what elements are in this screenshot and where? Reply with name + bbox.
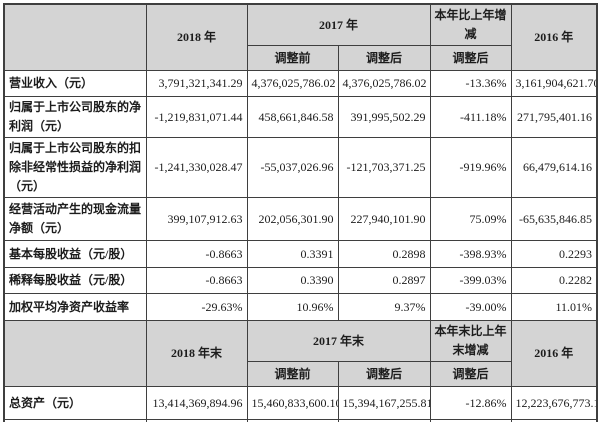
value-2016: 2,651,628,005.96: [510, 419, 598, 422]
table-row-total-assets: 总资产（元） 13,414,369,894.96 15,460,833,600.…: [3, 386, 598, 420]
row-label: 总资产（元）: [3, 386, 147, 420]
value-2018: -1,219,831,071.44: [145, 96, 248, 138]
value-2017-adj-after: 4,376,025,786.02: [337, 70, 431, 97]
value-2016: 12,223,676,773.13: [510, 386, 598, 420]
value-2016: 0.2282: [510, 267, 598, 294]
value-2016: 11.01%: [510, 293, 598, 321]
value-change: -12.86%: [429, 386, 512, 420]
value-2018: -1,241,330,028.47: [145, 137, 248, 198]
value-2017-adj-after: -121,703,371.25: [337, 137, 431, 198]
value-2017-adj-after: 4,750,910,622.58: [337, 419, 431, 422]
value-2016: 3,161,904,621.70: [510, 70, 598, 97]
row-label: 基本每股收益（元/股）: [3, 240, 147, 268]
value-2018: 13,414,369,894.96: [145, 386, 248, 420]
table-row-net-profit-excl-nonrecurring: 归属于上市公司股东的扣除非经常性损益的净利润（元） -1,241,330,028…: [3, 137, 598, 198]
section2-header-row-sub: 调整前 调整后 调整后: [4, 361, 597, 387]
row-label: 加权平均净资产收益率: [3, 293, 147, 321]
section2-header-change-adj-after: 调整后: [429, 361, 512, 387]
value-2016: 66,479,614.16: [510, 137, 598, 198]
value-change: 75.09%: [429, 197, 512, 241]
section2-header-empty-cell: [3, 320, 147, 387]
value-change: -39.00%: [429, 293, 512, 321]
value-2016: 0.2293: [510, 240, 598, 268]
value-2017-adj-after: 227,940,101.90: [337, 197, 431, 241]
value-2017-adj-before: 458,661,846.58: [246, 96, 339, 138]
value-2018: -0.8663: [145, 267, 248, 294]
section1-header-row-sub: 调整前 调整后 调整后: [4, 45, 597, 71]
value-change: -399.03%: [429, 267, 512, 294]
value-2017-adj-after: 0.2898: [337, 240, 431, 268]
value-2016: -65,635,846.85: [510, 197, 598, 241]
section2-header-2016: 2016 年: [510, 320, 598, 387]
section1-header-adj-after: 调整后: [337, 45, 431, 71]
value-change: -398.93%: [429, 240, 512, 268]
value-2017-adj-before: 15,460,833,600.10: [246, 386, 339, 420]
section2-header-2018-end: 2018 年末: [145, 320, 248, 387]
table-row-operating-cash-flow: 经营活动产生的现金流量净额（元） 399,107,912.63 202,056,…: [3, 197, 598, 241]
value-2017-adj-before: 10.96%: [246, 293, 339, 321]
table-row-basic-eps: 基本每股收益（元/股） -0.8663 0.3391 0.2898 -398.9…: [3, 240, 598, 268]
value-2018: 399,107,912.63: [145, 197, 248, 241]
row-label: 归属于上市公司股东的扣除非经常性损益的净利润（元）: [3, 137, 147, 198]
table-row-net-profit: 归属于上市公司股东的净利润（元） -1,219,831,071.44 458,6…: [3, 96, 598, 138]
section1-header-change: 本年比上年增减: [429, 3, 512, 46]
row-label: 营业收入（元）: [3, 70, 147, 97]
value-2017-adj-after: 9.37%: [337, 293, 431, 321]
value-2017-adj-after: 15,394,167,255.81: [337, 386, 431, 420]
value-2017-adj-after: 0.2897: [337, 267, 431, 294]
section1-header-empty-cell: [3, 3, 147, 71]
value-2017-adj-before: 4,376,025,786.02: [246, 70, 339, 97]
section1-header-2018: 2018 年: [145, 3, 248, 71]
table-row-net-assets: 归属于上市公司股东的净资产（元） 3,494,788,132.13 4,817,…: [3, 419, 598, 422]
value-2018: -29.63%: [145, 293, 248, 321]
section1-header-row-top: 2018 年 2017 年 本年比上年增减 2016 年: [3, 3, 598, 71]
value-2017-adj-before: 202,056,301.90: [246, 197, 339, 241]
row-label: 经营活动产生的现金流量净额（元）: [3, 197, 147, 241]
section1-header-adj-before: 调整前: [246, 45, 339, 71]
table-row-weighted-avg-roe: 加权平均净资产收益率 -29.63% 10.96% 9.37% -39.00% …: [3, 293, 598, 321]
financial-summary-table: 2018 年 2017 年 本年比上年增减 2016 年 调整前 调整后 调整后…: [3, 3, 599, 422]
table-row-diluted-eps: 稀释每股收益（元/股） -0.8663 0.3390 0.2897 -399.0…: [3, 267, 598, 294]
value-change: -13.36%: [429, 70, 512, 97]
value-2017-adj-before: 0.3391: [246, 240, 339, 268]
section1-header-2016: 2016 年: [510, 3, 598, 71]
table-row-revenue: 营业收入（元） 3,791,321,341.29 4,376,025,786.0…: [3, 70, 598, 97]
row-label: 归属于上市公司股东的净利润（元）: [3, 96, 147, 138]
value-2017-adj-before: -55,037,026.96: [246, 137, 339, 198]
section2-header-change: 本年末比上年末增减: [429, 320, 512, 362]
section2-header-adj-after: 调整后: [337, 361, 431, 387]
value-change: -411.18%: [429, 96, 512, 138]
value-2018: 3,791,321,341.29: [145, 70, 248, 97]
value-2016: 271,795,401.16: [510, 96, 598, 138]
section1-header-2017: 2017 年: [246, 3, 431, 46]
value-change: -919.96%: [429, 137, 512, 198]
section2-header-row-top: 2018 年末 2017 年末 本年末比上年末增减 2016 年: [3, 320, 598, 387]
row-label: 稀释每股收益（元/股）: [3, 267, 147, 294]
section2-header-2017-end: 2017 年末: [246, 320, 431, 362]
value-2017-adj-after: 391,995,502.29: [337, 96, 431, 138]
section1-header-change-adj-after: 调整后: [429, 45, 512, 71]
section2-header-adj-before: 调整前: [246, 361, 339, 387]
value-2017-adj-before: 0.3390: [246, 267, 339, 294]
value-2018: -0.8663: [145, 240, 248, 268]
